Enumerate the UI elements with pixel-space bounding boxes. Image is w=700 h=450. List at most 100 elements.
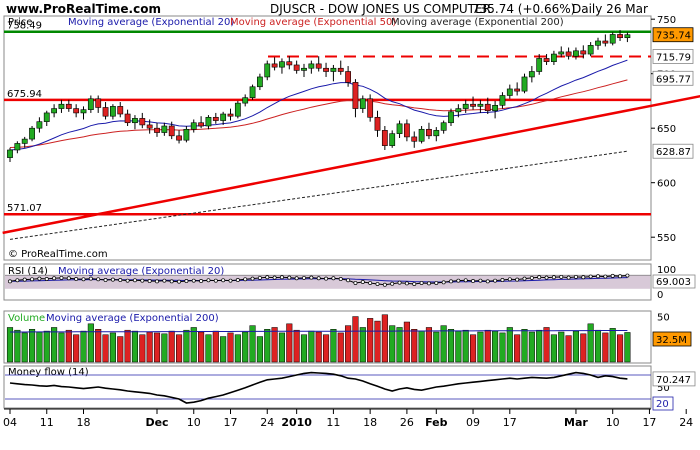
volume-bar — [58, 332, 65, 363]
volume-bar — [256, 336, 263, 363]
rsi-point — [169, 279, 174, 284]
volume-bar — [602, 332, 609, 363]
volume-bar — [80, 330, 87, 363]
rsi-point — [404, 281, 409, 286]
volume-bar — [102, 334, 109, 363]
rsi-point — [478, 278, 483, 283]
volume-ma-line — [10, 330, 628, 333]
volume-bar — [249, 325, 256, 363]
mf-lower-label: 20 — [656, 399, 669, 410]
x-tick-label: 10 — [606, 416, 620, 429]
volume-bar — [492, 330, 499, 363]
volume-bar — [514, 334, 521, 363]
volume-bar — [131, 330, 138, 363]
mf-value-box — [652, 371, 696, 387]
candle — [330, 67, 337, 72]
rsi-point — [574, 274, 578, 279]
candle — [536, 58, 543, 72]
price-value-label: 715.79 — [656, 52, 691, 63]
candle — [617, 34, 623, 39]
volume-bar — [381, 314, 388, 363]
price-value-label: 735.74 — [656, 31, 691, 42]
candle — [256, 76, 263, 88]
candle — [293, 64, 300, 71]
volume-bar — [521, 329, 528, 363]
candle — [528, 71, 535, 78]
price-y-tick-label: 650 — [657, 124, 676, 135]
level-label: 738.49 — [7, 21, 42, 32]
rsi-point — [353, 281, 358, 285]
volume-bar — [337, 332, 344, 363]
level-label: 571.07 — [7, 203, 42, 214]
candle — [426, 128, 432, 137]
volume-bar — [389, 325, 396, 363]
candle — [234, 102, 241, 117]
volume-bar — [161, 333, 168, 363]
volume-bar — [300, 334, 308, 363]
rsi-point — [213, 278, 218, 283]
rsi-point — [37, 276, 42, 281]
money-flow-legend: Money flow (14) — [8, 367, 89, 378]
volume-bar — [470, 334, 477, 363]
candle — [499, 95, 506, 106]
volume-bar — [14, 329, 21, 363]
rsi-point — [529, 275, 534, 280]
chart-title: DJUSCR - DOW JONES US COMPUTER — [270, 2, 491, 16]
volume-bar — [315, 331, 322, 363]
rsi-point — [603, 274, 608, 279]
candle — [168, 125, 175, 137]
volume-bar — [572, 330, 580, 363]
candle — [139, 118, 146, 126]
ema20-line — [9, 59, 628, 151]
volume-bar — [462, 329, 469, 363]
candle — [462, 103, 469, 109]
volume-bar — [293, 329, 300, 363]
price-y-tick-label: 550 — [657, 233, 676, 244]
price-value-label: 695.77 — [656, 74, 691, 85]
money-flow-line — [9, 371, 628, 404]
volume-value-label: 32.5M — [656, 335, 687, 346]
volume-bar — [95, 329, 102, 363]
volume-legend-item: Volume — [8, 313, 45, 324]
rsi-point — [338, 276, 343, 281]
volume-bar — [117, 336, 124, 363]
volume-bar — [234, 334, 241, 363]
volume-bar — [183, 329, 190, 363]
rsi-point — [316, 276, 321, 281]
volume-bar — [242, 331, 249, 363]
volume-bar — [580, 333, 587, 363]
rsi-point — [243, 277, 248, 282]
rsi-legend-item: Moving average (Exponential 20) — [58, 266, 224, 277]
rsi-point — [419, 281, 424, 285]
candle — [521, 76, 528, 92]
site-label[interactable]: www.ProRealTime.com — [6, 2, 161, 16]
candle — [65, 103, 72, 109]
rsi-point — [147, 279, 152, 283]
rsi-point — [280, 275, 284, 280]
volume-bar — [43, 330, 50, 363]
volume-bar — [411, 329, 418, 363]
rsi-point — [471, 279, 475, 283]
candle — [403, 123, 410, 138]
candle — [36, 121, 43, 129]
volume-bar — [352, 316, 359, 363]
level-label: 675.94 — [7, 89, 42, 100]
volume-bar — [536, 329, 543, 363]
rsi-point — [103, 278, 108, 282]
candle — [595, 40, 601, 46]
rsi-value-box — [652, 274, 696, 289]
rsi-point — [427, 281, 431, 286]
candle — [308, 63, 315, 69]
candle — [212, 116, 219, 121]
x-tick-label: Dec — [145, 416, 168, 429]
rsi-band — [5, 275, 650, 289]
price-y-tick-label: 600 — [657, 179, 676, 190]
rsi-point — [493, 278, 498, 283]
candle — [73, 108, 80, 114]
x-tick-label: 26 — [400, 416, 414, 429]
volume-bar — [323, 334, 330, 363]
rsi-point — [250, 276, 255, 281]
rsi-point — [515, 277, 520, 282]
rsi-point — [331, 276, 336, 281]
